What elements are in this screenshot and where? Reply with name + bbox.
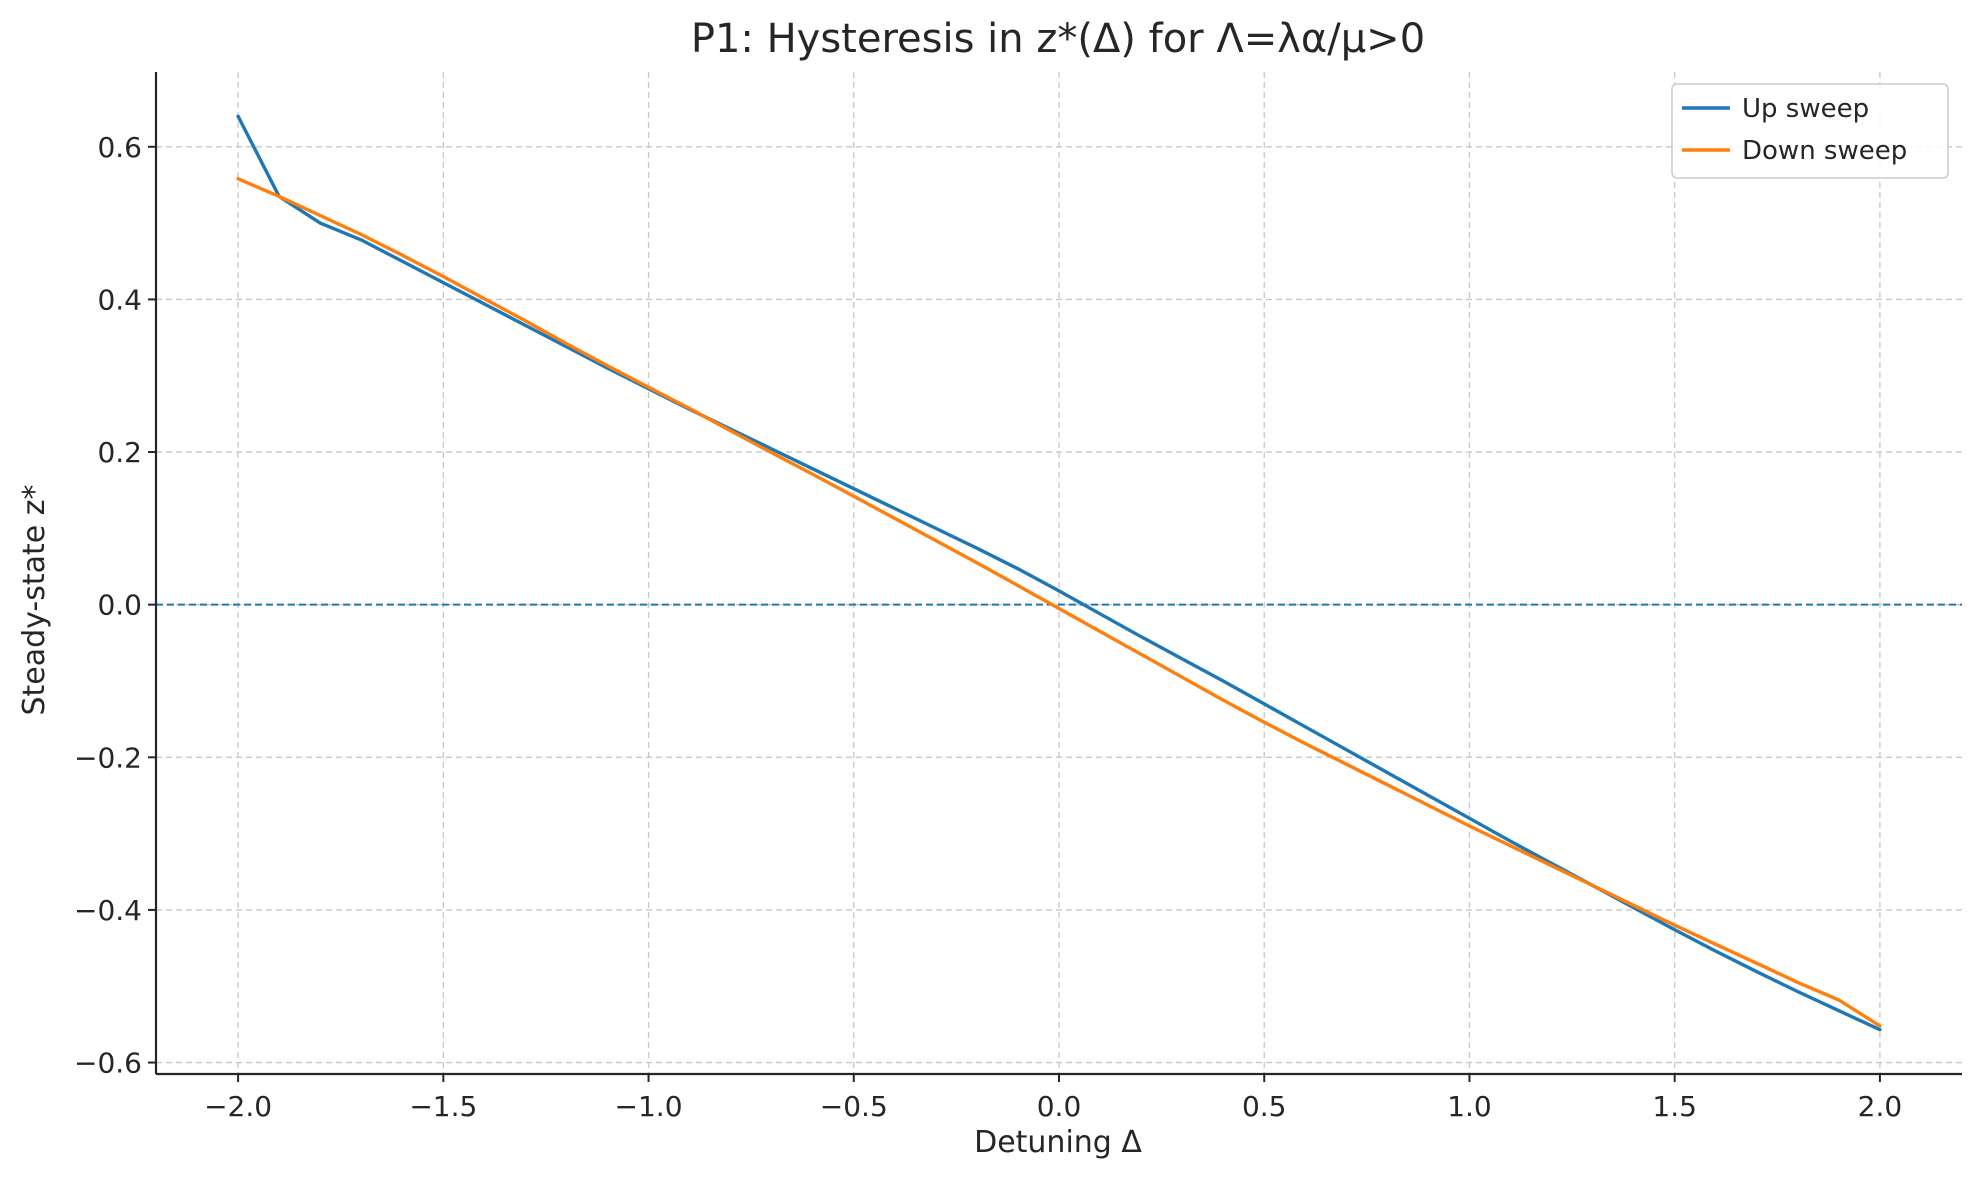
series-lines [236,114,1882,1032]
x-axis-label: Detuning Δ [974,1125,1142,1160]
x-tick-label: 0.5 [1242,1090,1287,1123]
x-tick-label: −1.0 [615,1090,683,1123]
y-tick-label: −0.4 [74,894,142,927]
y-tick-label: −0.2 [74,741,142,774]
x-tick-label: −2.0 [204,1090,272,1123]
x-tick-label: 0.0 [1037,1090,1082,1123]
x-tick-label: 1.0 [1447,1090,1492,1123]
x-tick-label: 2.0 [1858,1090,1903,1123]
legend-label: Up sweep [1742,94,1869,124]
y-tick-label: 0.2 [97,436,142,469]
legend: Up sweep Down sweep [1671,83,1949,179]
series-line-down-sweep [236,177,1882,1028]
y-tick-label: 0.6 [97,131,142,164]
y-tick-label: 0.0 [97,589,142,622]
y-tick-label: 0.4 [97,283,142,316]
legend-label: Down sweep [1742,136,1907,166]
y-axis-label: Steady-state z* [17,484,52,715]
x-tick-label: 1.5 [1652,1090,1697,1123]
x-tick-label: −1.5 [409,1090,477,1123]
chart-title: P1: Hysteresis in z*(Δ) for Λ=λα/μ>0 [691,16,1425,62]
y-tick-label: −0.6 [74,1047,142,1080]
legend-box [1671,83,1949,179]
grid-lines [156,72,1962,1074]
axes: −2.0 −1.5 −1.0 −0.5 0.0 0.5 1.0 1.5 2.0 −0.6 −0.4 −… [74,72,1962,1123]
x-tick-label: −0.5 [820,1090,888,1123]
